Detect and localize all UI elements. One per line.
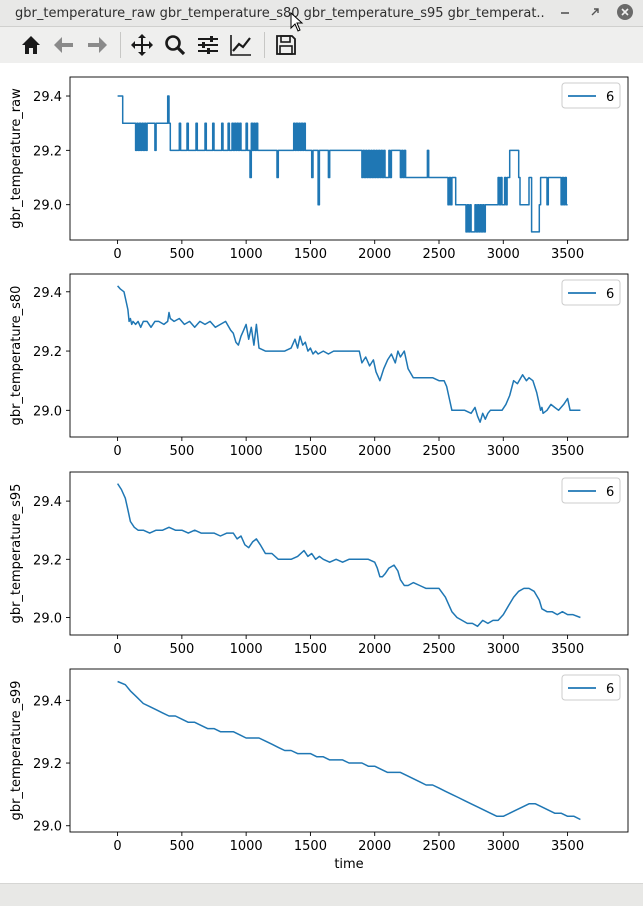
- y-tick-label: 29.4: [33, 286, 62, 301]
- legend-label: 6: [606, 485, 614, 500]
- y-tick-label: 29.4: [33, 90, 62, 105]
- zoom-icon[interactable]: [162, 32, 188, 58]
- y-tick-label: 29.2: [33, 345, 62, 360]
- x-tick-label: 0: [113, 444, 121, 459]
- status-bar: [0, 883, 643, 906]
- window-titlebar: gbr_temperature_raw gbr_temperature_s80 …: [0, 0, 643, 27]
- y-tick-label: 29.0: [33, 404, 62, 419]
- x-tick-label: 2000: [358, 642, 391, 657]
- y-tick-label: 29.0: [33, 612, 62, 627]
- legend-label: 6: [606, 682, 614, 697]
- x-tick-label: 3000: [487, 642, 520, 657]
- plot-frame: [69, 668, 629, 833]
- y-tick-label: 29.2: [33, 553, 62, 568]
- save-icon[interactable]: [273, 32, 299, 58]
- subplots-figure: 0 500 1000 1500 2000 2500 3000 3500 29.0 29.2 29.4…: [9, 76, 629, 872]
- y-tick-label: 29.4: [33, 694, 62, 709]
- x-tick-label: 1500: [294, 642, 327, 657]
- restore-icon[interactable]: [587, 4, 603, 20]
- home-icon[interactable]: [18, 32, 44, 58]
- x-tick-label: 500: [169, 247, 194, 262]
- x-tick-label: 1500: [294, 839, 327, 854]
- x-tick-label: 1000: [230, 444, 263, 459]
- series-line: [117, 680, 581, 821]
- subplot-3: 0 500 1000 1500 2000 2500 3000 3500 29.0 29.2 29.4…: [9, 471, 629, 657]
- series-line: [116, 483, 581, 628]
- y-tick-label: 29.0: [33, 199, 62, 214]
- x-tick-label: 2000: [358, 444, 391, 459]
- x-tick-label: 2500: [422, 839, 455, 854]
- x-tick-label: 3000: [487, 839, 520, 854]
- series-line: [117, 285, 581, 423]
- window-title: gbr_temperature_raw gbr_temperature_s80 …: [15, 5, 545, 21]
- forward-arrow-icon[interactable]: [84, 32, 110, 58]
- y-tick-label: 29.0: [33, 820, 62, 835]
- y-axis-label: gbr_temperature_raw: [9, 88, 24, 229]
- figure-canvas[interactable]: 0 500 1000 1500 2000 2500 3000 3500 29.0 29.2 29.4…: [0, 63, 643, 883]
- toolbar-separator: [264, 32, 265, 58]
- y-axis-label: gbr_temperature_s80: [9, 286, 24, 426]
- plot-frame: [69, 471, 629, 636]
- navigation-toolbar: [0, 27, 643, 63]
- x-tick-label: 1000: [230, 642, 263, 657]
- close-icon[interactable]: [617, 4, 633, 20]
- x-tick-label: 2500: [422, 642, 455, 657]
- plot-frame: [69, 273, 629, 438]
- x-tick-label: 1000: [230, 247, 263, 262]
- x-tick-label: 1500: [294, 444, 327, 459]
- x-tick-label: 2500: [422, 444, 455, 459]
- x-tick-label: 2500: [422, 247, 455, 262]
- x-tick-label: 500: [169, 444, 194, 459]
- plot-frame: [69, 76, 629, 241]
- legend-label: 6: [606, 90, 614, 105]
- x-tick-label: 1500: [294, 247, 327, 262]
- x-tick-label: 3500: [551, 839, 584, 854]
- x-tick-label: 1000: [230, 839, 263, 854]
- x-tick-label: 3500: [551, 642, 584, 657]
- mouse-cursor-icon: [290, 12, 304, 32]
- toolbar-separator: [120, 32, 121, 58]
- subplot-4: 0 500 1000 1500 2000 2500 3000 3500 29.0 29.2 29.4…: [9, 668, 629, 872]
- back-arrow-icon[interactable]: [51, 32, 77, 58]
- legend-label: 6: [606, 287, 614, 302]
- x-tick-label: 0: [113, 247, 121, 262]
- x-tick-label: 0: [113, 839, 121, 854]
- y-axis-label: gbr_temperature_s99: [9, 681, 24, 821]
- x-tick-label: 2000: [358, 839, 391, 854]
- x-tick-label: 500: [169, 839, 194, 854]
- x-tick-label: 3500: [551, 247, 584, 262]
- edit-axis-icon[interactable]: [228, 32, 254, 58]
- x-tick-label: 3500: [551, 444, 584, 459]
- y-tick-label: 29.4: [33, 495, 62, 510]
- x-tick-label: 3000: [487, 444, 520, 459]
- x-tick-label: 0: [113, 642, 121, 657]
- minimize-icon[interactable]: [557, 4, 573, 20]
- x-tick-label: 500: [169, 642, 194, 657]
- y-tick-label: 29.2: [33, 144, 62, 159]
- y-tick-label: 29.2: [33, 757, 62, 772]
- y-axis-label: gbr_temperature_s95: [9, 484, 24, 624]
- pan-icon[interactable]: [129, 32, 155, 58]
- series-line: [117, 95, 568, 233]
- x-axis-label: time: [334, 857, 363, 872]
- x-tick-label: 3000: [487, 247, 520, 262]
- subplots-config-icon[interactable]: [195, 32, 221, 58]
- x-tick-label: 2000: [358, 247, 391, 262]
- subplot-1: 0 500 1000 1500 2000 2500 3000 3500 29.0 29.2 29.4…: [9, 76, 629, 262]
- subplot-2: 0 500 1000 1500 2000 2500 3000 3500 29.0 29.2 29.4…: [9, 273, 629, 459]
